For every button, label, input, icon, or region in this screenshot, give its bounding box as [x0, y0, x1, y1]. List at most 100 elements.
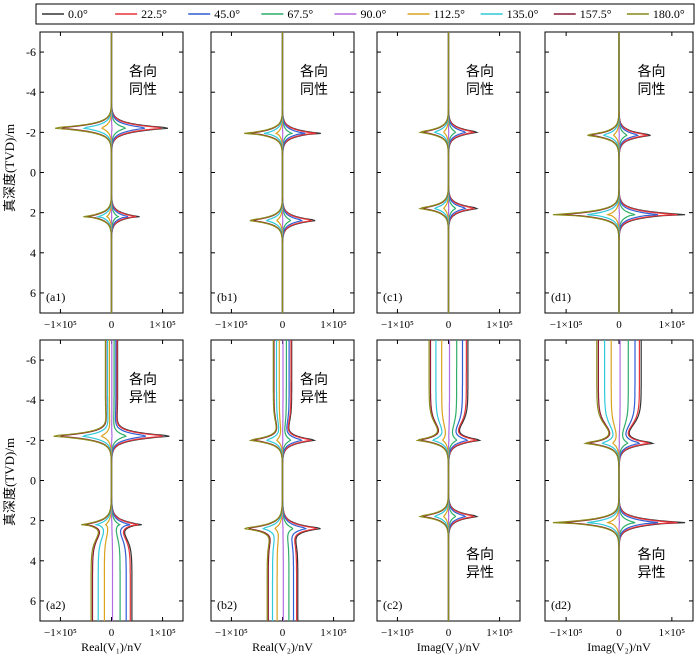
y-tick-label: 6 — [30, 286, 36, 300]
x-tick-label: 0 — [280, 627, 286, 639]
series-line — [248, 32, 284, 313]
y-axis-label-bottom: 真深度(TVD)/m — [2, 438, 17, 526]
legend-label: 22.5° — [141, 7, 167, 21]
series-line — [419, 340, 450, 621]
series-line — [418, 32, 450, 313]
series-group — [244, 340, 321, 621]
series-line — [587, 340, 620, 621]
x-tick-label: −1×10⁵ — [215, 627, 248, 639]
series-line — [53, 340, 113, 621]
panel-tag: (d1) — [551, 290, 571, 304]
series-group — [552, 340, 686, 621]
anisotropy-label: 各向 — [466, 64, 494, 80]
series-line — [54, 32, 113, 313]
series-line — [447, 32, 467, 313]
anisotropy-label: 各向 — [129, 64, 157, 80]
x-tick-label: 1×10⁵ — [486, 319, 513, 331]
x-tick-label: 1×10⁵ — [149, 627, 176, 639]
y-tick-label: 2 — [30, 206, 36, 220]
series-line — [560, 32, 620, 313]
panel-tag: (c2) — [383, 598, 402, 612]
series-line — [552, 32, 620, 313]
y-tick-label: 4 — [30, 246, 36, 260]
y-tick-label: -6 — [26, 353, 36, 367]
x-tick-label: 1×10⁵ — [320, 627, 347, 639]
series-group — [53, 340, 170, 621]
series-group — [415, 340, 482, 621]
x-tick-label: 0 — [616, 627, 622, 639]
legend-label: 112.5° — [434, 7, 466, 21]
series-line — [100, 340, 113, 621]
legend-label: 180.0° — [653, 7, 685, 21]
panel-a2: -6 -4 -2 0 2 4 6 −1×10⁵ 0 1×10⁵ Real(V₁)/nV (a2) 各向异… — [26, 339, 184, 654]
anisotropy-label: 各向 — [300, 372, 328, 388]
series-line — [606, 32, 620, 313]
y-tick-label: 6 — [30, 594, 36, 608]
legend-label: 135.0° — [507, 7, 539, 21]
x-tick-label: −1×10⁵ — [215, 319, 248, 331]
series-line — [606, 340, 620, 621]
series-line — [101, 32, 113, 313]
y-tick-label: -2 — [26, 433, 36, 447]
series-line — [441, 340, 450, 621]
series-line — [421, 32, 450, 313]
x-tick-label: −1×10⁵ — [44, 627, 77, 639]
x-tick-label: 0 — [109, 319, 115, 331]
x-tick-label: 1×10⁵ — [149, 319, 176, 331]
x-tick-label: 1×10⁵ — [320, 319, 347, 331]
series-line — [274, 32, 284, 313]
x-tick-label: 0 — [280, 319, 286, 331]
x-tick-label: −1×10⁵ — [381, 627, 414, 639]
y-tick-label: 0 — [30, 474, 36, 488]
series-line — [447, 340, 469, 621]
x-tick-label: 0 — [109, 627, 115, 639]
anisotropy-label: 各向 — [129, 372, 157, 388]
series-line — [244, 340, 284, 621]
series-group — [552, 32, 686, 313]
y-tick-label: 0 — [30, 166, 36, 180]
anisotropy-label: 同性 — [638, 82, 666, 98]
anisotropy-label: 异性 — [300, 390, 328, 406]
panel-tag: (a2) — [46, 598, 65, 612]
series-line — [447, 32, 457, 313]
anisotropy-label: 异性 — [466, 565, 494, 581]
series-line — [281, 32, 294, 313]
series-line — [560, 340, 620, 621]
anisotropy-label: 同性 — [129, 82, 157, 98]
y-axis-label-top: 真深度(TVD)/m — [2, 124, 17, 212]
series-group — [244, 32, 321, 313]
legend-frame — [35, 3, 695, 25]
anisotropy-label: 各向 — [300, 64, 328, 80]
legend-label: 67.5° — [287, 7, 313, 21]
x-axis-label: Imag(V₁)/nV — [417, 640, 481, 654]
series-line — [61, 32, 113, 313]
series-line — [552, 340, 620, 621]
legend-label: 90.0° — [360, 7, 386, 21]
panel-tag: (a1) — [46, 290, 65, 304]
x-tick-label: −1×10⁵ — [44, 319, 77, 331]
legend-label: 0.0° — [68, 7, 88, 21]
y-tick-label: -2 — [26, 125, 36, 139]
anisotropy-label: 同性 — [466, 82, 494, 98]
series-line — [244, 32, 284, 313]
x-tick-label: 0 — [616, 319, 622, 331]
series-group — [418, 32, 479, 313]
series-line — [110, 340, 127, 621]
anisotropy-label: 异性 — [129, 390, 157, 406]
x-tick-label: −1×10⁵ — [550, 319, 583, 331]
legend-label: 45.0° — [214, 7, 240, 21]
series-group — [54, 32, 169, 313]
series-line — [415, 340, 450, 621]
x-axis-label: Real(V₂)/nV — [252, 640, 313, 654]
x-tick-label: 1×10⁵ — [486, 627, 513, 639]
series-line — [81, 340, 113, 621]
y-tick-label: -6 — [26, 45, 36, 59]
x-tick-label: −1×10⁵ — [381, 319, 414, 331]
series-line — [110, 32, 127, 313]
